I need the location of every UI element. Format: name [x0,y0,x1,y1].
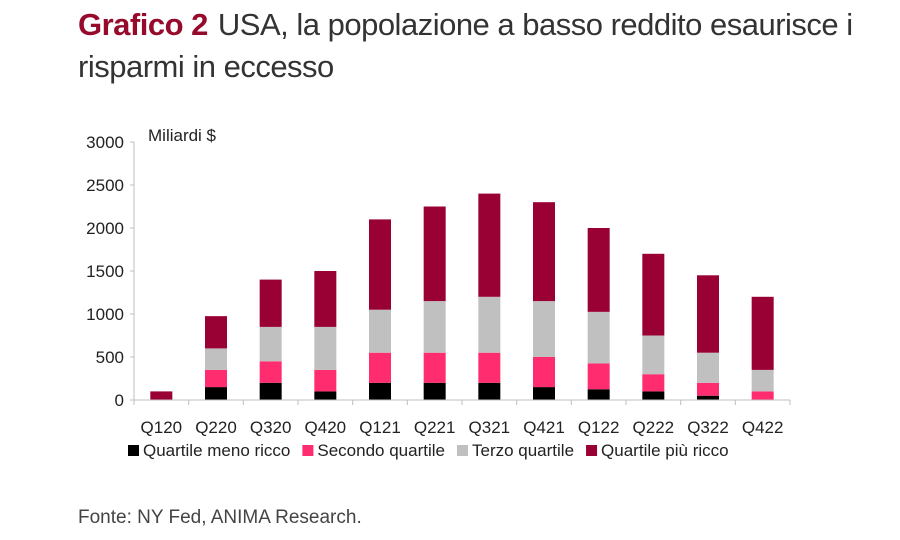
legend-swatch [128,445,139,456]
bar-segment [205,348,227,370]
legend-label: Terzo quartile [472,441,574,460]
bar-segment [205,387,227,400]
chart-title-lead: Grafico 2 [78,7,208,42]
legend-label: Quartile meno ricco [143,441,290,460]
bar-stack-Q321 [478,193,501,400]
bar-segment [697,352,719,383]
bar-stack-Q221 [423,206,446,400]
bar-segment [205,316,227,349]
bar-segment [533,357,555,388]
bar-segment [423,352,446,383]
x-tick-label: Q421 [523,418,565,437]
y-tick-label: 0 [115,391,124,410]
bar-segment [369,219,391,310]
bar-segment [587,389,610,400]
legend-label: Quartile più ricco [601,441,729,460]
y-tick-label: 500 [96,348,124,367]
x-tick-label: Q422 [742,418,784,437]
bar-segment [533,387,555,400]
bar-segment [314,271,337,327]
bar-segment [697,275,719,353]
bar-segment [751,391,774,400]
y-tick-label: 2500 [86,176,124,195]
bar-segment [642,253,665,336]
legend-item: Terzo quartile [456,441,574,460]
legend-swatch [586,445,598,456]
chart-title-text: USA, la popolazione a basso reddito esau… [78,7,853,84]
bar-segment [478,382,501,400]
legend-item: Quartile più ricco [586,441,729,460]
bar-stack-Q322 [697,275,719,400]
bar-stack-Q220 [205,316,227,400]
bar-stack-Q421 [533,202,555,400]
y-tick-label: 2000 [86,219,124,238]
bar-segment [642,335,665,375]
y-tick-label: 1500 [86,262,124,281]
x-tick-label: Q122 [578,418,620,437]
bars [150,193,774,400]
bar-stack-Q121 [369,219,391,400]
bar-segment [697,382,719,396]
bar-segment [478,296,501,353]
legend: Quartile meno ricco Secondo quartile Terzo… [128,441,729,460]
bar-stack-Q222 [642,253,665,400]
source-note: Fonte: NY Fed, ANIMA Research. [78,507,362,528]
bar-segment [314,391,337,400]
bar-segment [423,301,446,353]
x-tick-label: Q321 [469,418,511,437]
bar-segment [205,369,227,388]
bar-segment [587,311,610,364]
bar-stack-Q122 [587,228,610,400]
y-tick-label: 1000 [86,305,124,324]
bar-segment [259,326,282,362]
x-tick-label: Q221 [414,418,456,437]
legend-item: Secondo quartile [302,441,445,460]
x-tick-label: Q120 [141,418,183,437]
legend-item: Quartile meno ricco [128,441,290,460]
bar-segment [369,382,391,400]
bar-segment [478,193,501,297]
bar-segment [751,369,774,392]
bar-segment [369,309,391,353]
bar-segment [369,352,391,383]
x-tick-label: Q222 [633,418,675,437]
bar-segment [642,374,665,392]
bar-segment [587,363,610,390]
bar-segment [642,391,665,400]
legend-swatch [456,445,468,456]
x-tick-label: Q420 [305,418,347,437]
y-axis: 0 500 1000 1500 2000 2500 3000 [86,133,135,410]
bar-segment [423,382,446,400]
bar-segment [533,301,555,357]
bar-stack-Q320 [259,279,282,400]
bar-stack-Q420 [314,271,337,400]
bar-segment [533,202,555,302]
x-axis: Q120 Q220 Q320 Q420 Q121 Q221 Q321 Q421 Q122 Q222… [133,399,791,437]
bar-segment [697,395,719,400]
bar-segment [478,352,501,383]
bar-segment [150,391,173,400]
bar-segment [314,326,337,370]
y-axis-unit-label: Miliardi $ [148,126,217,145]
bar-stack-Q120 [150,391,173,400]
bar-segment [259,382,282,400]
bar-segment [259,361,282,383]
legend-swatch [302,445,314,456]
y-tick-label: 3000 [86,133,124,152]
x-tick-label: Q320 [250,418,292,437]
x-tick-label: Q322 [687,418,729,437]
bar-segment [423,206,446,302]
bar-segment [587,228,610,312]
stacked-bar-chart: 0 500 1000 1500 2000 2500 3000 Miliardi $ Q120… [86,126,791,460]
chart-title: Grafico 2 USA, la popolazione a basso red… [78,4,878,88]
bar-segment [314,369,337,392]
x-tick-label: Q121 [359,418,401,437]
x-tick-label: Q220 [195,418,237,437]
bar-stack-Q422 [751,296,774,400]
bar-segment [259,279,282,327]
legend-label: Secondo quartile [317,441,445,460]
bar-segment [751,296,774,370]
